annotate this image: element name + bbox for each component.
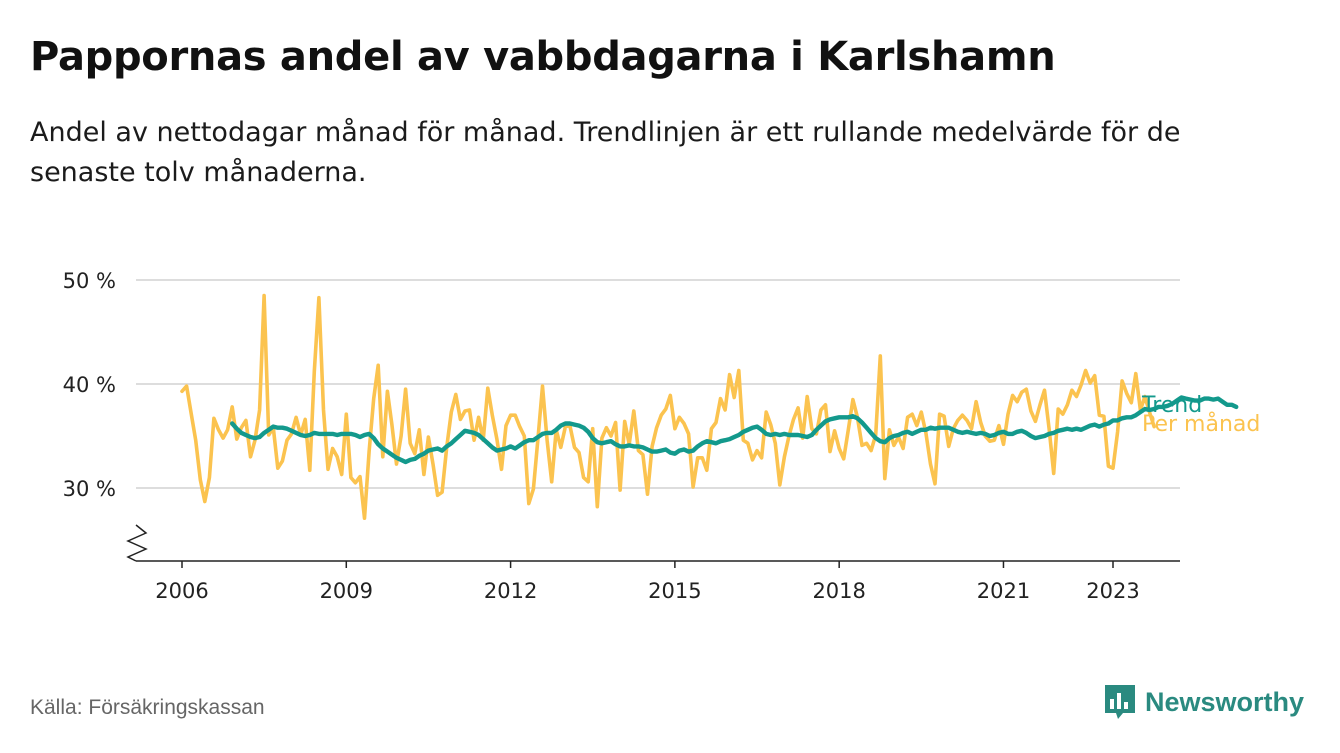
x-tick-label: 2021 bbox=[977, 579, 1030, 603]
x-tick-label: 2006 bbox=[155, 579, 208, 603]
legend-trend: Trend bbox=[1141, 393, 1202, 418]
y-tick-label: 30 % bbox=[63, 477, 116, 501]
series-line-trend bbox=[230, 395, 1239, 465]
x-tick-label: 2009 bbox=[320, 579, 373, 603]
y-tick-labels: 30 % 40 % 50 % bbox=[63, 269, 116, 501]
x-tick-label: 2018 bbox=[812, 579, 865, 603]
bar-chart-speech-bubble-icon bbox=[1105, 685, 1135, 719]
chart-subtitle: Andel av nettodagar månad för månad. Tre… bbox=[30, 117, 1181, 188]
brand-logo: Newsworthy bbox=[1103, 683, 1304, 721]
line-chart: 30 % 40 % 50 % 2006 2009 2012 2015 2018 2021 202… bbox=[63, 269, 1261, 603]
source-note: Källa: Försäkringskassan bbox=[30, 696, 265, 719]
chart-title: Pappornas andel av vabbdagarna i Karlsha… bbox=[30, 34, 1056, 80]
brand-name: Newsworthy bbox=[1145, 686, 1305, 717]
axis-break-icon bbox=[126, 524, 148, 562]
x-tick-label: 2015 bbox=[648, 579, 701, 603]
x-tick-label: 2023 bbox=[1086, 579, 1139, 603]
x-tick-label: 2012 bbox=[484, 579, 537, 603]
y-tick-label: 40 % bbox=[63, 373, 116, 397]
y-tick-label: 50 % bbox=[63, 269, 116, 293]
gridlines bbox=[136, 279, 1180, 489]
legend-per-manad: Per månad bbox=[1142, 411, 1260, 437]
x-tick-labels: 2006 2009 2012 2015 2018 2021 2023 bbox=[155, 561, 1140, 603]
x-axis bbox=[126, 524, 1180, 562]
series-lines bbox=[180, 293, 1239, 520]
series-line-per-manad bbox=[180, 293, 1156, 520]
